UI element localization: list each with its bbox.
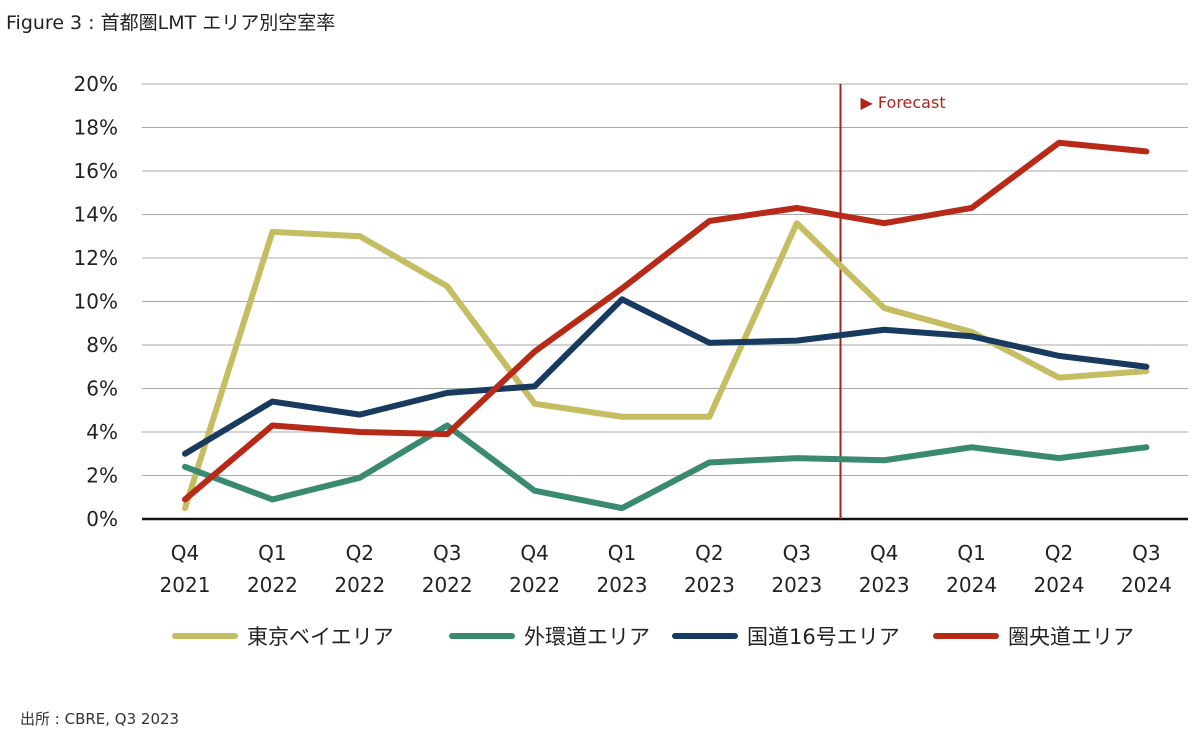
chart-title: Figure 3 : 首都圏LMT エリア別空室率 <box>6 12 336 34</box>
x-tick-label-quarter: Q4 <box>870 541 898 565</box>
y-tick-label: 14% <box>74 203 118 227</box>
x-tick-label-quarter: Q3 <box>433 541 461 565</box>
x-tick-label-quarter: Q3 <box>1132 541 1160 565</box>
line-chart: 0% 2% 4% 6% 8% 10% 12% 14% 16% 18% 20% Q4 2021 Q1 202… <box>74 72 1188 649</box>
series-line <box>182 139 1150 503</box>
x-tick-label-quarter: Q1 <box>258 541 286 565</box>
x-tick-label-quarter: Q1 <box>957 541 985 565</box>
x-tick-label-year: 2023 <box>771 573 822 597</box>
y-tick-label: 12% <box>74 246 118 270</box>
y-tick-label: 18% <box>74 116 118 140</box>
legend-label: 東京ベイエリア <box>247 625 394 649</box>
forecast-label: ▶ Forecast <box>861 93 946 112</box>
y-tick-label: 16% <box>74 159 118 183</box>
x-tick-label-year: 2024 <box>1121 573 1172 597</box>
gridlines <box>142 83 1188 521</box>
legend-label: 国道16号エリア <box>747 625 900 649</box>
x-tick-label-quarter: Q2 <box>695 541 723 565</box>
forecast-marker: ▶ Forecast <box>839 84 946 519</box>
x-tick-label-year: 2023 <box>597 573 648 597</box>
series-line <box>182 422 1150 512</box>
legend-label: 圏央道エリア <box>1008 625 1134 649</box>
series-line <box>182 296 1150 457</box>
x-tick-label-year: 2024 <box>1034 573 1085 597</box>
x-tick-label-quarter: Q4 <box>171 541 199 565</box>
x-tick-label-year: 2023 <box>859 573 910 597</box>
x-tick-label-quarter: Q2 <box>346 541 374 565</box>
x-tick-label-year: 2024 <box>946 573 997 597</box>
source-note: 出所 : CBRE, Q3 2023 <box>20 710 180 728</box>
legend-label: 外環道エリア <box>524 625 650 649</box>
y-tick-label: 4% <box>86 420 118 444</box>
x-tick-label-year: 2022 <box>334 573 385 597</box>
x-tick-label-quarter: Q3 <box>783 541 811 565</box>
y-tick-label: 6% <box>86 377 118 401</box>
y-tick-label: 8% <box>86 333 118 357</box>
x-tick-label-quarter: Q2 <box>1045 541 1073 565</box>
x-tick-label-year: 2022 <box>422 573 473 597</box>
y-tick-label: 2% <box>86 464 118 488</box>
x-tick-labels: Q4 2021 Q1 2022 Q2 2022 Q3 2022 Q4 2022 Q1 2023 Q2 20… <box>160 541 1172 597</box>
y-tick-labels: 0% 2% 4% 6% 8% 10% 12% 14% 16% 18% 20% <box>74 72 118 531</box>
x-tick-label-year: 2023 <box>684 573 735 597</box>
x-tick-label-quarter: Q1 <box>608 541 636 565</box>
x-tick-label-year: 2022 <box>509 573 560 597</box>
legend: 東京ベイエリア 外環道エリア 国道16号エリア 圏央道エリア <box>172 625 1134 649</box>
x-tick-label-quarter: Q4 <box>520 541 548 565</box>
x-tick-label-year: 2021 <box>160 573 211 597</box>
y-tick-label: 20% <box>74 72 118 96</box>
y-tick-label: 10% <box>74 290 118 314</box>
series-line <box>182 220 1150 512</box>
x-tick-label-year: 2022 <box>247 573 298 597</box>
y-tick-label: 0% <box>86 507 118 531</box>
series-lines <box>182 139 1150 512</box>
